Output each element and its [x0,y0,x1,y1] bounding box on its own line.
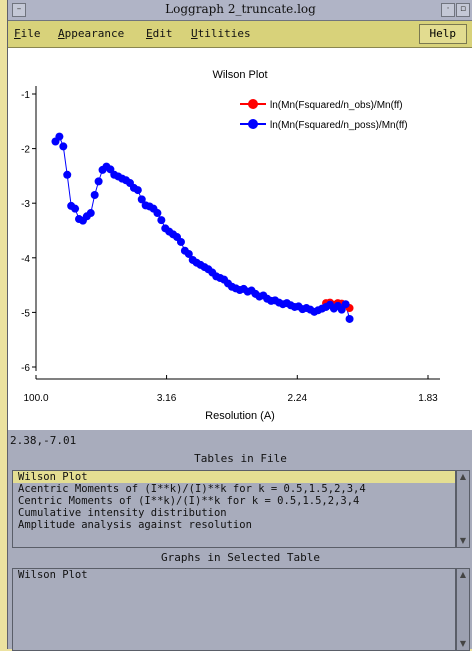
data-point [86,209,95,218]
data-point [55,132,64,141]
tables-scrollbar[interactable]: ▲ ▼ [456,470,470,548]
x-tick-label: 1.83 [418,393,438,404]
series-line-1 [55,135,351,320]
data-point [71,204,80,213]
scroll-up-icon[interactable]: ▲ [459,472,467,481]
data-point [133,186,142,195]
series-points [51,132,354,323]
data-point [94,177,103,186]
list-item[interactable]: Amplitude analysis against resolution [18,519,252,531]
data-point [176,237,185,246]
y-tick-label: -1 [21,90,30,101]
y-tick-label: -5 [21,308,30,319]
data-point [184,249,193,258]
menu-appearance[interactable]: Appearance [58,27,125,40]
axes: -1 -2 -3 -4 -5 -6 100.0 3.16 2.24 1.83 [21,86,440,404]
series-lines [55,135,351,320]
maximize-icon[interactable]: ▫ [456,3,470,17]
list-item[interactable]: Cumulative intensity distribution [18,507,227,519]
menu-bar: File Appearance Edit Utilities Help [8,21,472,48]
y-tick-label: -3 [21,199,30,210]
window-menu-icon[interactable]: – [12,3,26,17]
menu-file[interactable]: File [14,27,41,40]
list-item[interactable]: Centric Moments of (I**k)/(I)**k for k =… [18,495,360,507]
legend-marker [248,99,258,109]
data-point [341,300,350,309]
x-axis-label: Resolution (A) [205,410,275,422]
loggraph-window: – Loggraph 2_truncate.log · ▫ File Appea… [7,0,472,651]
chart-title: Wilson Plot [212,69,267,81]
data-point [59,142,68,151]
minimize-icon[interactable]: · [441,3,455,17]
scroll-up-icon[interactable]: ▲ [459,570,467,579]
legend-label: ln(Mn(Fsquared/n_obs)/Mn(ff) [270,100,403,111]
data-point [63,170,72,179]
y-tick-label: -4 [21,254,30,265]
data-point [153,209,162,218]
menu-utilities[interactable]: Utilities [191,27,251,40]
scroll-down-icon[interactable]: ▼ [459,536,467,545]
graph-canvas[interactable]: Wilson Plot -1 -2 -3 -4 -5 -6 100.0 3.16 2.24 1.8… [8,48,472,430]
help-button[interactable]: Help [418,24,467,44]
graphs-scrollbar[interactable]: ▲ ▼ [456,568,470,651]
legend-label: ln(Mn(Fsquared/n_poss)/Mn(ff) [270,120,408,131]
list-item[interactable]: Acentric Moments of (I**k)/(I)**k for k … [18,483,366,495]
scroll-down-icon[interactable]: ▼ [459,639,467,648]
cursor-coordinates: 2.38,-7.01 [10,434,77,447]
title-bar[interactable]: – Loggraph 2_truncate.log · ▫ [8,0,472,21]
y-tick-label: -2 [21,145,30,156]
data-point [157,216,166,225]
x-tick-label: 2.24 [288,393,308,404]
window-title: Loggraph 2_truncate.log [165,2,316,16]
tables-list[interactable]: Wilson Plot Acentric Moments of (I**k)/(I… [12,470,456,548]
graphs-section-title: Graphs in Selected Table [161,551,320,564]
x-tick-label: 100.0 [23,393,48,404]
data-point [137,195,146,204]
data-point [90,191,99,200]
data-point [345,314,354,323]
legend-marker [248,119,258,129]
x-tick-label: 3.16 [157,393,177,404]
graphs-list[interactable]: Wilson Plot [12,568,456,651]
tables-section-title: Tables in File [194,452,287,465]
legend: ln(Mn(Fsquared/n_obs)/Mn(ff) ln(Mn(Fsquar… [240,99,408,131]
y-tick-label: -6 [21,363,30,374]
list-item[interactable]: Wilson Plot [18,569,88,581]
menu-edit[interactable]: Edit [146,27,173,40]
list-item[interactable]: Wilson Plot [13,471,455,483]
